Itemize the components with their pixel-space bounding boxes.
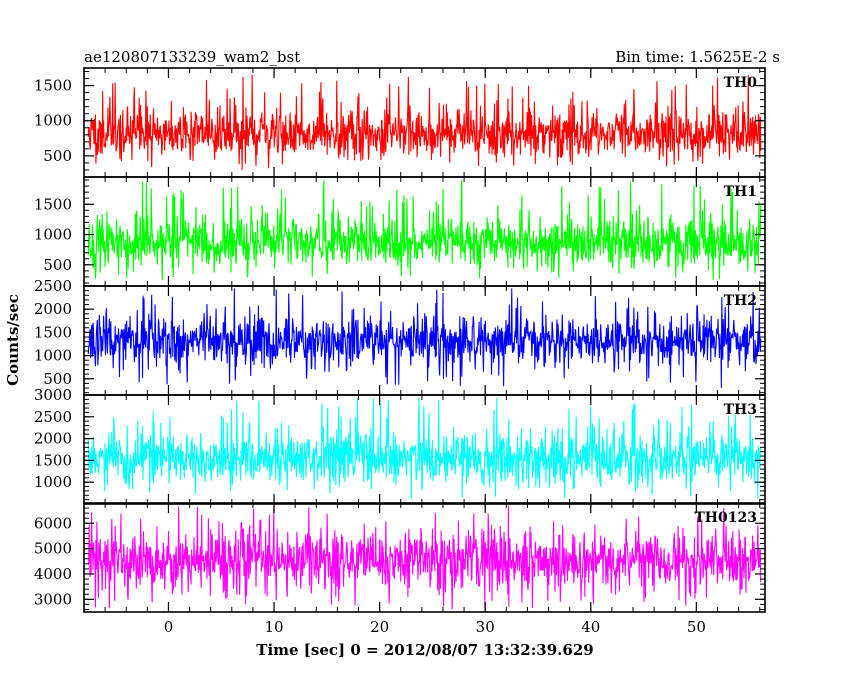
y-tick-label: 1000: [34, 347, 72, 365]
panel-label: TH0: [724, 75, 758, 91]
y-tick-label: 1000: [34, 473, 72, 491]
bin-time-label: Bin time: 1.5625E-2 s: [615, 48, 780, 66]
y-tick-label: 3000: [34, 386, 72, 404]
y-tick-label: 2500: [34, 277, 72, 295]
panel-frame: [83, 502, 766, 613]
observation-title: ae120807133239_wam2_bst: [84, 48, 300, 66]
panel-th0123: 3000 4000 5000 6000 TH0123: [34, 502, 766, 613]
y-axis-title: Counts/sec: [4, 294, 22, 386]
panel-label: TH0123: [694, 510, 757, 526]
series-line-th2: [87, 288, 762, 388]
panel-th3: 1000 1500 2000 2500 3000 TH3: [34, 386, 766, 505]
y-tick-label: 2000: [34, 300, 72, 318]
panel-th2: 500 1000 1500 2000 2500 TH2: [34, 277, 766, 396]
y-tick-label: 3000: [34, 590, 72, 608]
x-axis-title: Time [sec] 0 = 2012/08/07 13:32:39.629: [256, 641, 593, 659]
x-tick-label: 10: [264, 618, 283, 636]
y-tick-label: 2500: [34, 408, 72, 426]
panel-label: TH1: [724, 184, 757, 200]
x-tick-label: 40: [581, 618, 600, 636]
x-tick-label: 20: [370, 618, 389, 636]
y-tick-label: 1500: [34, 77, 72, 95]
y-tick-label: 4000: [34, 565, 72, 583]
x-tick-label: 0: [164, 618, 174, 636]
y-tick-label: 1000: [34, 112, 72, 130]
y-tick-label: 500: [43, 256, 72, 274]
y-tick-label: 1500: [34, 451, 72, 469]
y-tick-label: 1500: [34, 195, 72, 213]
panel-th1: 500 1000 1500 TH1: [34, 176, 766, 287]
series-line-th0: [87, 74, 762, 170]
panel-label: TH2: [724, 293, 757, 309]
y-tick-label: 2000: [34, 430, 72, 448]
series-line-th3: [87, 397, 762, 499]
y-tick-label: 5000: [34, 540, 72, 558]
panel-label: TH3: [724, 402, 757, 418]
y-tick-label: 1500: [34, 323, 72, 341]
x-tick-label: 30: [476, 618, 495, 636]
series-line-th0123: [87, 505, 762, 610]
y-tick-label: 1000: [34, 226, 72, 244]
panel-frame: [83, 394, 766, 505]
y-tick-label: 500: [43, 147, 72, 165]
y-tick-label: 500: [43, 370, 72, 388]
panel-th0: 500 1000 1500 TH0: [34, 67, 766, 178]
series-line-th1: [87, 180, 762, 280]
y-tick-label: 6000: [34, 514, 72, 532]
x-tick-label: 50: [687, 618, 706, 636]
